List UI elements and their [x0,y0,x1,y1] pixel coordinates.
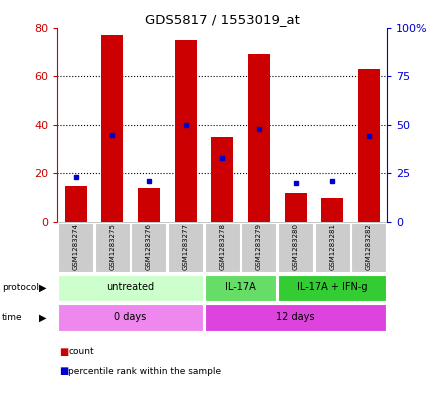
Text: count: count [68,347,94,356]
Bar [95,223,130,272]
Text: ■: ■ [59,347,69,357]
Bar [241,223,276,272]
Text: ▶: ▶ [39,283,47,293]
Text: untreated: untreated [106,282,154,292]
Bar [138,188,160,222]
Text: time: time [2,313,23,322]
Text: GSM1283274: GSM1283274 [73,223,78,270]
Bar [205,304,386,331]
Bar [321,198,343,222]
Text: percentile rank within the sample: percentile rank within the sample [68,367,221,376]
Bar [205,223,240,272]
Bar [205,275,276,301]
Text: 12 days: 12 days [276,312,315,322]
Bar [315,223,350,272]
Title: GDS5817 / 1553019_at: GDS5817 / 1553019_at [145,13,300,26]
Bar [131,223,166,272]
Text: protocol: protocol [2,283,39,292]
Bar [211,137,233,222]
Text: ■: ■ [59,366,69,376]
Bar [58,304,203,331]
Bar [351,223,386,272]
Bar [278,223,313,272]
Text: GSM1283282: GSM1283282 [366,223,372,270]
Text: GSM1283275: GSM1283275 [109,223,115,270]
Bar [358,69,380,222]
Text: GSM1283278: GSM1283278 [219,223,225,270]
Bar [175,40,197,222]
Bar [65,185,87,222]
Text: GSM1283280: GSM1283280 [293,223,298,270]
Bar [58,223,93,272]
Text: IL-17A: IL-17A [225,282,256,292]
Bar [168,223,203,272]
Bar [278,275,386,301]
Text: GSM1283281: GSM1283281 [329,223,335,270]
Text: 0 days: 0 days [114,312,147,322]
Text: ▶: ▶ [39,312,47,322]
Bar [248,54,270,222]
Bar [58,275,203,301]
Text: IL-17A + IFN-g: IL-17A + IFN-g [297,282,367,292]
Text: GSM1283276: GSM1283276 [146,223,152,270]
Bar [101,35,123,222]
Text: GSM1283279: GSM1283279 [256,223,262,270]
Text: GSM1283277: GSM1283277 [183,223,188,270]
Bar [285,193,307,222]
